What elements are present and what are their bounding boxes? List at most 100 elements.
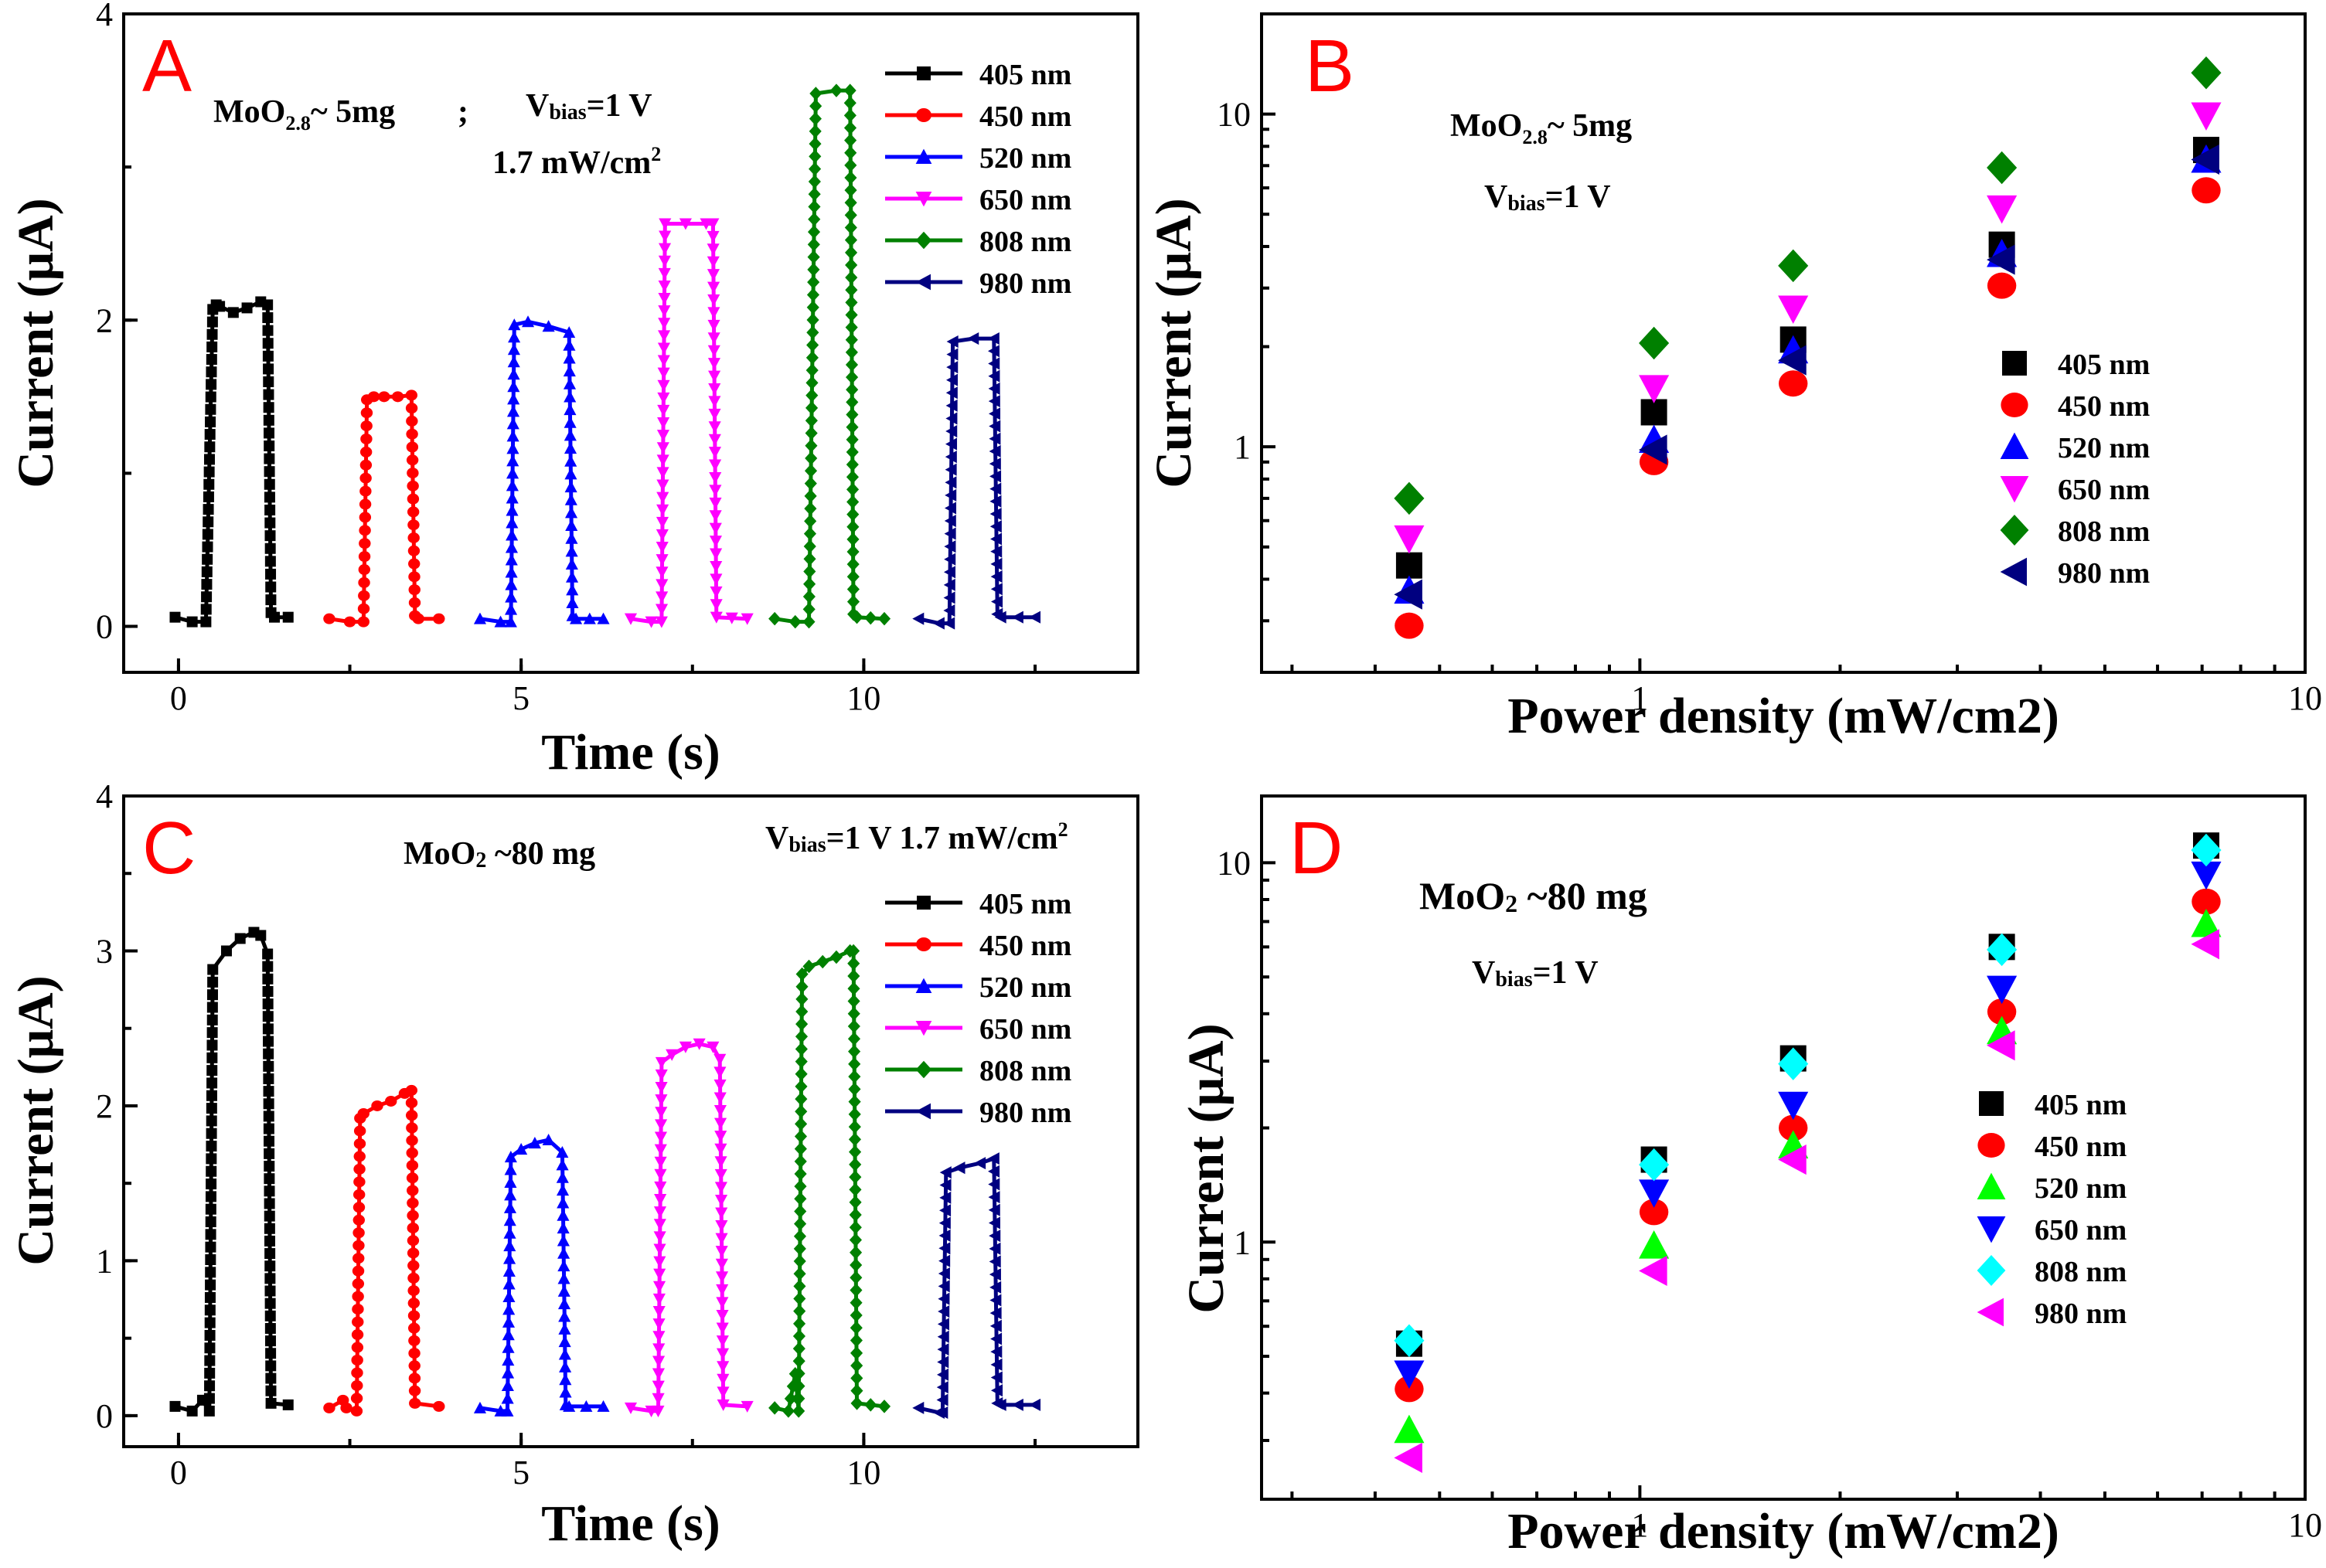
- data-point: [792, 1404, 805, 1418]
- data-point: [556, 1171, 569, 1183]
- data-point: [507, 368, 520, 380]
- data-point: [849, 1158, 862, 1172]
- data-point: [654, 1168, 667, 1181]
- data-point: [359, 512, 372, 523]
- data-point: [784, 1392, 797, 1406]
- data-point: [1987, 975, 2018, 1005]
- data-point: [557, 1247, 570, 1259]
- legend-label: 405 nm: [2058, 349, 2150, 381]
- data-point: [263, 389, 274, 400]
- x-tick-label: 0: [170, 1454, 187, 1491]
- data-point: [657, 367, 670, 379]
- data-point: [264, 504, 276, 515]
- panel-a: 0 5 10 0 2 4 Time (s) Current (μA) A MoO2.8~ 5mg;…: [8, 0, 1139, 781]
- data-point: [945, 476, 957, 489]
- data-point: [850, 1333, 863, 1348]
- data-point: [2191, 888, 2221, 915]
- data-point: [939, 1166, 952, 1179]
- data-point: [655, 1082, 668, 1094]
- data-point: [351, 1354, 363, 1366]
- data-point: [264, 1298, 276, 1309]
- panel-d: 1 10 1 10 Power density (mW/cm2) Current (μA)…: [1178, 794, 2322, 1559]
- data-point: [202, 529, 213, 540]
- data-point: [504, 1189, 517, 1201]
- x-tick-label: 1: [1631, 679, 1648, 717]
- data-point: [846, 395, 859, 410]
- data-point: [652, 1368, 665, 1380]
- data-point: [713, 1053, 727, 1066]
- series-line: [479, 1138, 604, 1413]
- data-point: [864, 611, 877, 625]
- data-point: [717, 1373, 730, 1386]
- panel-d-frame: [1260, 794, 2307, 1501]
- data-point: [1394, 1442, 1422, 1473]
- data-point: [201, 566, 213, 577]
- data-point: [1639, 326, 1670, 360]
- data-point: [203, 1393, 215, 1404]
- data-point: [987, 1152, 1000, 1165]
- data-point: [938, 1229, 951, 1242]
- data-point: [717, 1399, 730, 1411]
- data-point: [809, 137, 822, 151]
- data-point: [710, 548, 723, 560]
- data-point: [654, 1194, 667, 1206]
- data-point: [405, 389, 418, 401]
- data-point: [206, 1052, 218, 1063]
- legend-marker: [915, 1021, 932, 1036]
- data-point: [848, 1120, 861, 1134]
- x-tick-label: 10: [2288, 1506, 2322, 1544]
- data-point: [359, 472, 372, 484]
- panel-c: 0 5 10 0 1 2 3 4 Time (s) Current (μA) C MoO2 ~80 m…: [8, 777, 1139, 1552]
- data-point: [845, 333, 858, 347]
- data-point: [945, 386, 958, 400]
- data-point: [990, 1358, 1003, 1371]
- separator: ;: [458, 94, 468, 130]
- data-point: [169, 1400, 181, 1412]
- x-tick-label: 0: [170, 679, 187, 717]
- data-point: [658, 293, 671, 305]
- data-point: [652, 1331, 666, 1343]
- data-point: [1987, 195, 2018, 224]
- data-point: [351, 1329, 364, 1341]
- data-point: [843, 121, 857, 135]
- data-point: [974, 1157, 986, 1170]
- data-point: [989, 1242, 1001, 1255]
- data-point: [653, 1219, 666, 1231]
- data-point: [558, 1348, 571, 1360]
- series-line: [918, 336, 1035, 626]
- data-point: [508, 318, 521, 331]
- data-point: [709, 536, 723, 548]
- data-point: [657, 355, 670, 367]
- data-point: [407, 480, 419, 491]
- series-line: [479, 319, 604, 624]
- data-point: [939, 1191, 952, 1204]
- data-point: [508, 331, 521, 343]
- data-point: [1639, 375, 1670, 403]
- data-point: [989, 457, 1001, 471]
- data-point: [843, 96, 856, 110]
- data-point: [359, 538, 371, 549]
- data-point: [407, 506, 420, 518]
- data-point: [206, 1103, 217, 1114]
- data-point: [656, 442, 669, 454]
- y-tick-label: 0: [96, 608, 113, 646]
- series-line: [774, 88, 885, 624]
- x-tick-label: 5: [513, 1454, 530, 1491]
- data-point: [262, 1023, 274, 1035]
- data-point: [406, 1147, 418, 1158]
- series-980-nm: [1394, 144, 2219, 610]
- data-point: [943, 566, 956, 579]
- data-point: [655, 1056, 668, 1069]
- data-point: [946, 335, 959, 349]
- data-point: [204, 1317, 216, 1328]
- data-point: [710, 586, 723, 598]
- data-point: [807, 250, 820, 264]
- data-point: [263, 363, 274, 375]
- data-point: [405, 1110, 418, 1121]
- legend-marker: [916, 108, 931, 122]
- legend-marker: [1977, 1255, 2006, 1286]
- series-line: [328, 1088, 440, 1413]
- data-point: [205, 1203, 216, 1215]
- data-point: [846, 520, 860, 534]
